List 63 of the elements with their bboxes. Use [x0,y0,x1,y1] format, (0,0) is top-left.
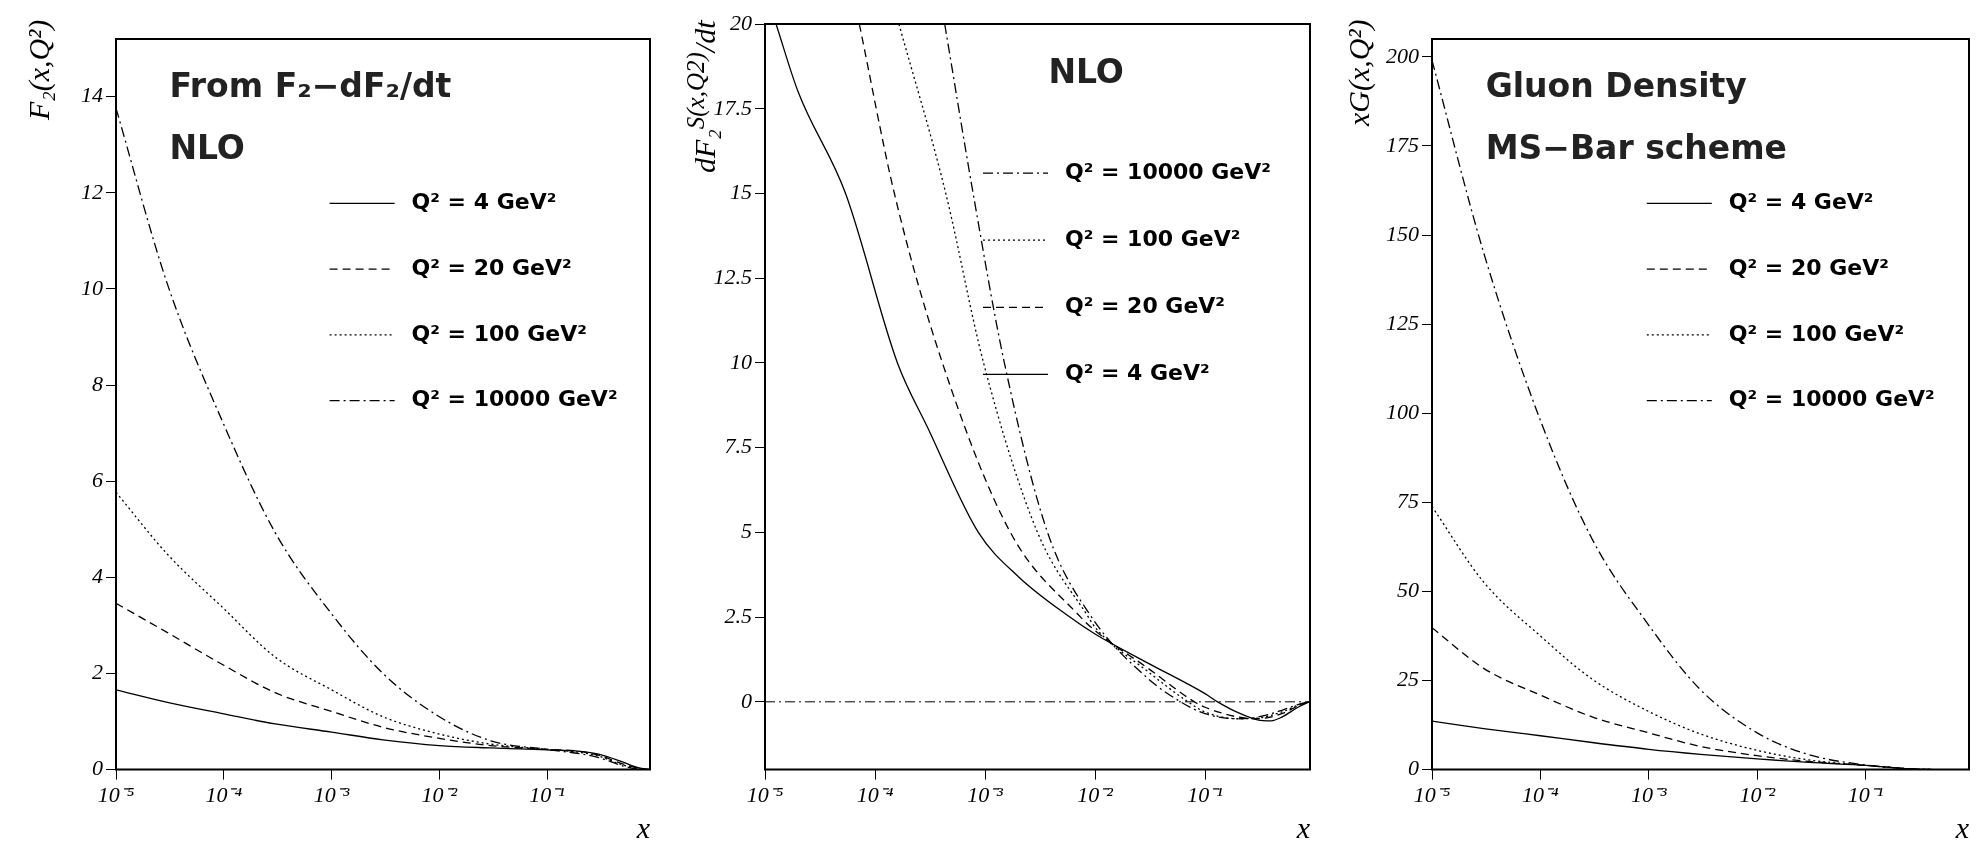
text: From F₂−dF₂/dt [169,65,452,105]
y-axis-title: F₂(x,Q²) [22,19,56,120]
x-tick-label: 10⁻¹ [1187,781,1223,807]
legend-label: Q² = 20 GeV² [1065,293,1226,319]
y-tick-label: 8 [92,370,103,396]
y-tick-label: 150 [1386,220,1419,246]
legend-label: Q² = 20 GeV² [1728,254,1889,280]
x-tick-label: 10⁻⁴ [1522,781,1560,807]
y-tick-label: 7.5 [724,433,752,459]
x-tick-label: 10⁻⁵ [97,781,135,807]
y-tick-label: 15 [730,179,752,205]
y-tick-label: 5 [741,518,752,544]
y-tick-label: 4 [92,563,103,589]
legend-label: Q² = 10000 GeV² [1065,158,1271,184]
y-tick-label: 125 [1386,309,1419,335]
y-tick-label: 75 [1397,488,1419,514]
legend-label: Q² = 10000 GeV² [1728,386,1935,412]
y-axis-title: xG(x,Q²) [1342,19,1376,126]
x-tick-label: 10⁻² [1739,781,1776,807]
x-axis-title: x [1954,810,1970,844]
legend-label: Q² = 100 GeV² [1728,320,1905,346]
x-axis-title: x [635,810,651,844]
y-tick-label: 14 [81,82,103,108]
legend-label: Q² = 4 GeV² [1065,360,1210,386]
y-tick-label: 200 [1386,42,1419,68]
x-axis-title: x [1295,810,1311,844]
y-tick-label: 100 [1386,398,1419,424]
x-tick-label: 10⁻² [421,781,458,807]
x-tick-label: 10⁻⁵ [1413,781,1451,807]
y-tick-label: 17.5 [713,94,752,120]
y-tick-label: 10 [730,348,752,374]
legend-label: Q² = 100 GeV² [411,320,587,346]
x-tick-label: 10⁻⁴ [205,781,243,807]
x-tick-label: 10⁻¹ [529,781,565,807]
x-tick-label: 10⁻⁵ [746,781,784,807]
y-tick-label: 6 [92,466,103,492]
x-tick-label: 10⁻³ [1630,781,1667,807]
x-tick-label: 10⁻² [1077,781,1114,807]
y-tick-label: 20 [730,9,752,35]
y-tick-label: 2.5 [724,602,752,628]
legend-label: Q² = 20 GeV² [411,254,572,280]
y-tick-label: 10 [81,274,103,300]
y-tick-label: 0 [92,755,103,781]
y-tick-label: 25 [1397,666,1419,692]
text: MS−Bar scheme [1485,128,1787,168]
y-tick-label: 50 [1397,577,1419,603]
text: NLO [1048,51,1124,91]
legend-label: Q² = 10000 GeV² [411,386,618,412]
text: Gluon Density [1485,65,1747,105]
y-tick-label: 2 [92,659,103,685]
y-tick-label: 175 [1386,131,1419,157]
legend-label: Q² = 4 GeV² [411,189,557,215]
legend-label: Q² = 4 GeV² [1728,189,1874,215]
x-tick-label: 10⁻¹ [1847,781,1884,807]
y-tick-label: 0 [1408,755,1419,781]
y-tick-label: 0 [741,687,752,713]
text: NLO [169,128,245,168]
legend-label: Q² = 100 GeV² [1065,225,1241,251]
x-tick-label: 10⁻³ [967,781,1004,807]
x-tick-label: 10⁻⁴ [856,781,894,807]
y-tick-label: 12.5 [713,263,752,289]
x-tick-label: 10⁻³ [313,781,350,807]
y-tick-label: 12 [81,178,103,204]
